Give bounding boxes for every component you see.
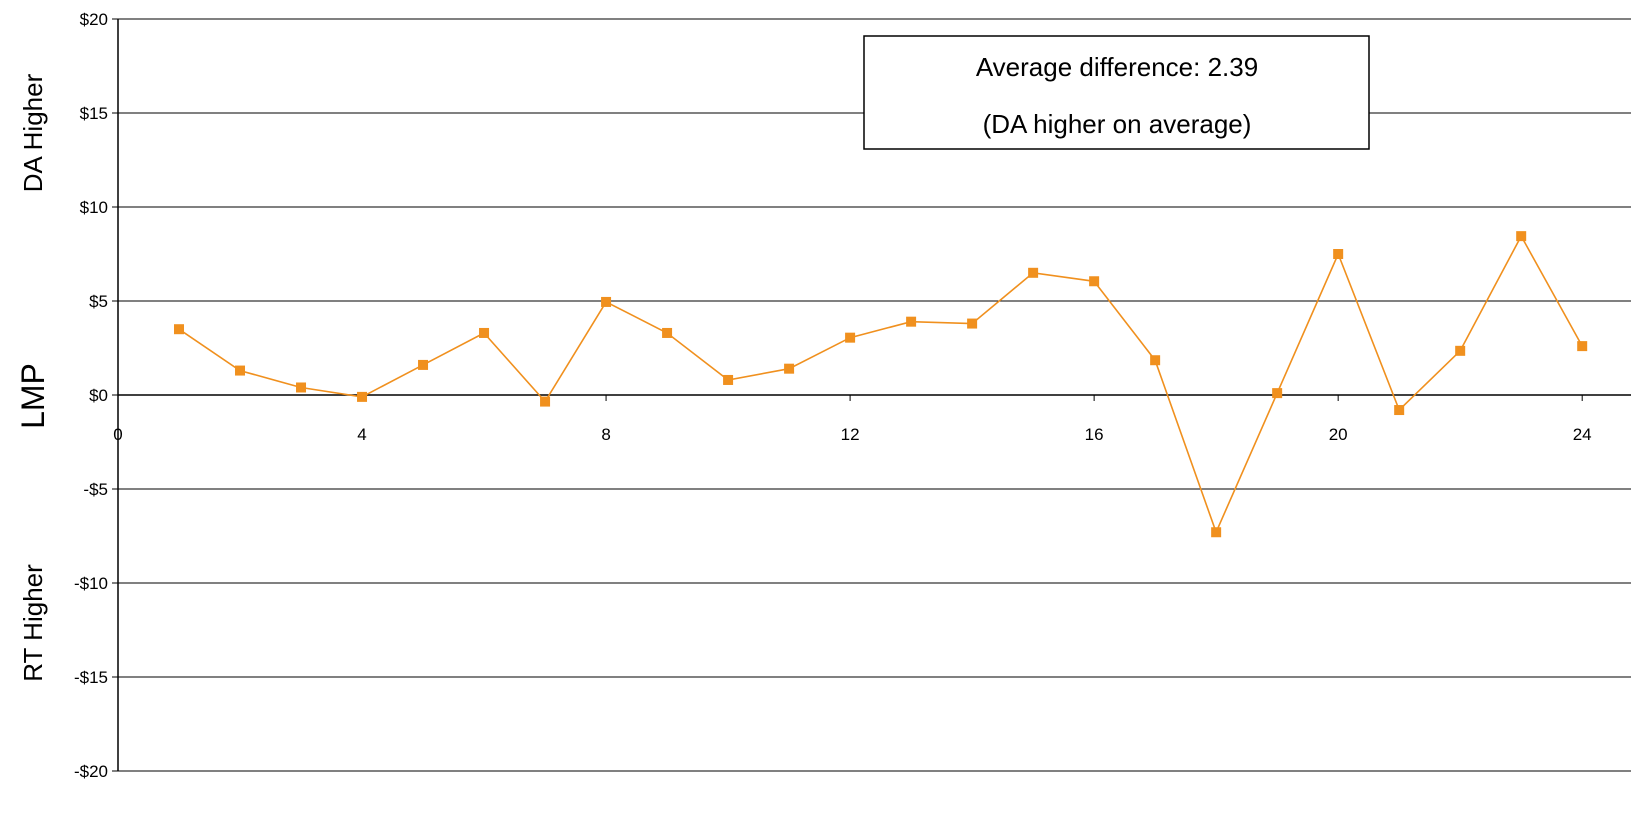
y-tick-label: -$10: [74, 574, 108, 593]
data-point: [479, 327, 490, 338]
y-tick-labels: $20 $15 $10 $5 $0 -$5 -$10 -$15 -$20: [74, 10, 108, 781]
annotation-line-2: (DA higher on average): [983, 109, 1252, 139]
y-tick-label: $10: [80, 198, 108, 217]
y-tick-label: -$5: [83, 480, 108, 499]
x-tick-label: 24: [1573, 425, 1592, 444]
y-label-da-higher: DA Higher: [18, 73, 48, 192]
data-point: [662, 327, 673, 338]
data-point: [296, 382, 307, 393]
series-line: [178, 234, 1583, 535]
y-tick-label: $5: [89, 292, 108, 311]
y-tick-label: -$20: [74, 762, 108, 781]
x-tick-label: 8: [601, 425, 610, 444]
data-point: [1211, 527, 1222, 538]
x-tick-label: 20: [1329, 425, 1348, 444]
data-point: [418, 359, 429, 370]
y-tick-label: -$15: [74, 668, 108, 687]
data-point: [1272, 388, 1283, 399]
annotation-frame: [863, 35, 1370, 150]
data-point: [540, 396, 551, 407]
data-point: [601, 296, 612, 307]
series-markers: [174, 231, 1588, 538]
data-point: [845, 332, 856, 343]
data-point: [1089, 276, 1100, 287]
y-tick-label: $20: [80, 10, 108, 29]
annotation-line-1: Average difference: 2.39: [976, 52, 1258, 82]
x-tick-label: 12: [841, 425, 860, 444]
data-point: [357, 391, 368, 402]
y-tick-label: $0: [89, 386, 108, 405]
data-point: [1577, 341, 1588, 352]
annotation-box: Average difference: 2.39 (DA higher on a…: [863, 35, 1370, 150]
data-point: [967, 318, 978, 329]
data-point: [174, 324, 185, 335]
x-tick-label: 4: [357, 425, 366, 444]
y-tick-label: $15: [80, 104, 108, 123]
data-point: [235, 365, 246, 376]
data-point: [784, 363, 795, 374]
data-point: [906, 316, 917, 327]
y-label-lmp: LMP: [15, 363, 51, 429]
data-point: [1333, 249, 1344, 259]
series-polyline: [178, 234, 1583, 535]
data-point: [1028, 267, 1039, 278]
data-point: [1516, 231, 1527, 242]
y-label-rt-higher: RT Higher: [18, 564, 48, 682]
data-point: [1455, 345, 1466, 356]
data-point: [1150, 355, 1161, 366]
x-tick-label: 16: [1085, 425, 1104, 444]
data-point: [723, 374, 734, 385]
data-point: [1394, 405, 1405, 416]
